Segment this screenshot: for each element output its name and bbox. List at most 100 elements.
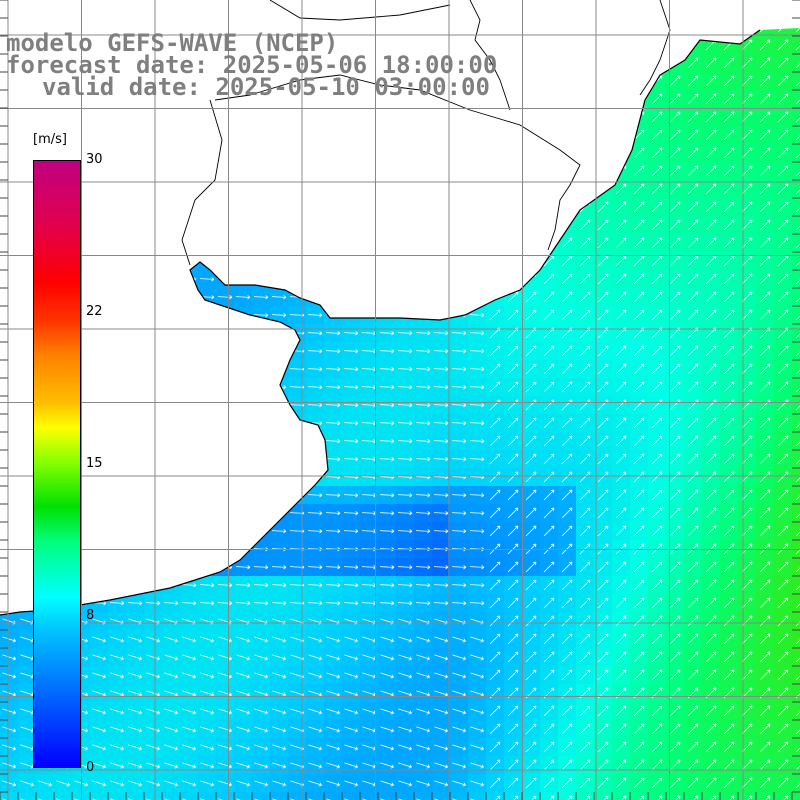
wind-arrow	[379, 421, 395, 426]
field-cell	[792, 90, 800, 108]
wind-arrow	[307, 385, 323, 390]
wind-arrow	[651, 561, 663, 573]
wind-arrow	[741, 273, 753, 285]
wind-arrow	[110, 780, 124, 787]
wind-arrow	[705, 381, 717, 393]
field-cell	[288, 792, 306, 800]
wind-arrow	[615, 561, 627, 573]
wind-arrow	[379, 583, 395, 588]
wind-arrow	[451, 385, 467, 390]
wind-arrow	[543, 597, 555, 609]
wind-arrow	[759, 57, 771, 69]
wind-arrow	[254, 744, 268, 751]
wind-arrow	[325, 529, 341, 534]
wind-arrow	[397, 511, 413, 516]
wind-arrow	[705, 165, 717, 177]
wind-arrow	[416, 762, 430, 769]
wind-arrow	[543, 345, 555, 357]
wind-arrow	[669, 291, 681, 303]
wind-arrow	[489, 345, 501, 357]
wind-arrow	[543, 579, 555, 591]
wind-arrow	[199, 277, 215, 282]
wind-arrow	[669, 435, 681, 447]
wind-arrow	[253, 565, 269, 570]
wind-arrow	[182, 726, 196, 733]
wind-arrow	[343, 385, 359, 390]
wind-arrow	[379, 601, 395, 606]
wind-arrow	[723, 759, 735, 771]
wind-arrow	[307, 493, 323, 498]
wind-arrow	[687, 93, 699, 105]
wind-arrow	[795, 585, 800, 591]
wind-arrow	[489, 561, 501, 573]
wind-arrow	[579, 381, 591, 393]
wind-arrow	[128, 690, 142, 697]
wind-arrow	[433, 565, 449, 570]
wind-arrow	[651, 651, 663, 663]
field-cell	[792, 252, 800, 270]
wind-arrow	[777, 219, 789, 231]
wind-arrow	[236, 636, 250, 643]
field-cell	[702, 792, 720, 800]
wind-arrow	[759, 489, 771, 501]
field-cell	[792, 612, 800, 630]
wind-arrow	[759, 129, 771, 141]
wind-arrow	[705, 273, 717, 285]
wind-arrow	[415, 385, 431, 390]
wind-arrow	[597, 705, 609, 717]
wind-arrow	[615, 723, 627, 735]
wind-arrow	[146, 708, 160, 715]
wind-arrow	[633, 381, 645, 393]
wind-arrow	[777, 309, 789, 321]
field-cell	[792, 504, 800, 522]
wind-arrow	[92, 780, 106, 787]
wind-arrow	[398, 636, 412, 643]
wind-arrow	[741, 345, 753, 357]
wind-arrow	[777, 777, 789, 789]
wind-arrow	[146, 672, 160, 679]
wind-arrow	[271, 295, 287, 300]
wind-arrow	[164, 726, 178, 733]
wind-arrow	[561, 291, 573, 303]
wind-arrow	[633, 705, 645, 717]
colorbar	[33, 160, 81, 768]
wind-arrow	[525, 489, 537, 501]
wind-arrow	[705, 705, 717, 717]
wind-arrow	[651, 273, 663, 285]
wind-arrow	[415, 511, 431, 516]
wind-arrow	[759, 453, 771, 465]
wind-arrow	[597, 489, 609, 501]
wind-arrow	[217, 601, 233, 606]
wind-arrow	[561, 741, 573, 753]
wind-arrow	[507, 723, 519, 735]
wind-arrow	[657, 795, 663, 800]
wind-arrow	[344, 744, 358, 751]
wind-arrow	[489, 615, 501, 627]
wind-arrow	[451, 493, 467, 498]
wind-arrow	[325, 457, 341, 462]
wind-arrow	[415, 565, 431, 570]
wind-arrow	[687, 489, 699, 501]
wind-arrow	[723, 75, 735, 87]
wind-arrow	[777, 111, 789, 123]
wind-arrow	[433, 331, 449, 336]
wind-arrow	[146, 726, 160, 733]
wind-arrow	[675, 795, 681, 800]
wind-arrow	[343, 331, 359, 336]
wind-arrow	[759, 237, 771, 249]
wind-arrow	[705, 741, 717, 753]
wind-arrow	[795, 747, 800, 753]
wind-arrow	[507, 777, 519, 789]
wind-arrow	[669, 75, 681, 87]
wind-arrow	[397, 493, 413, 498]
wind-arrow	[397, 583, 413, 588]
wind-arrow	[741, 129, 753, 141]
field-cell	[630, 792, 648, 800]
field-cell	[792, 594, 800, 612]
wind-arrow	[579, 597, 591, 609]
wind-arrow	[451, 457, 467, 462]
wind-arrow	[777, 759, 789, 771]
wind-arrow	[687, 57, 699, 69]
wind-arrow	[777, 129, 789, 141]
